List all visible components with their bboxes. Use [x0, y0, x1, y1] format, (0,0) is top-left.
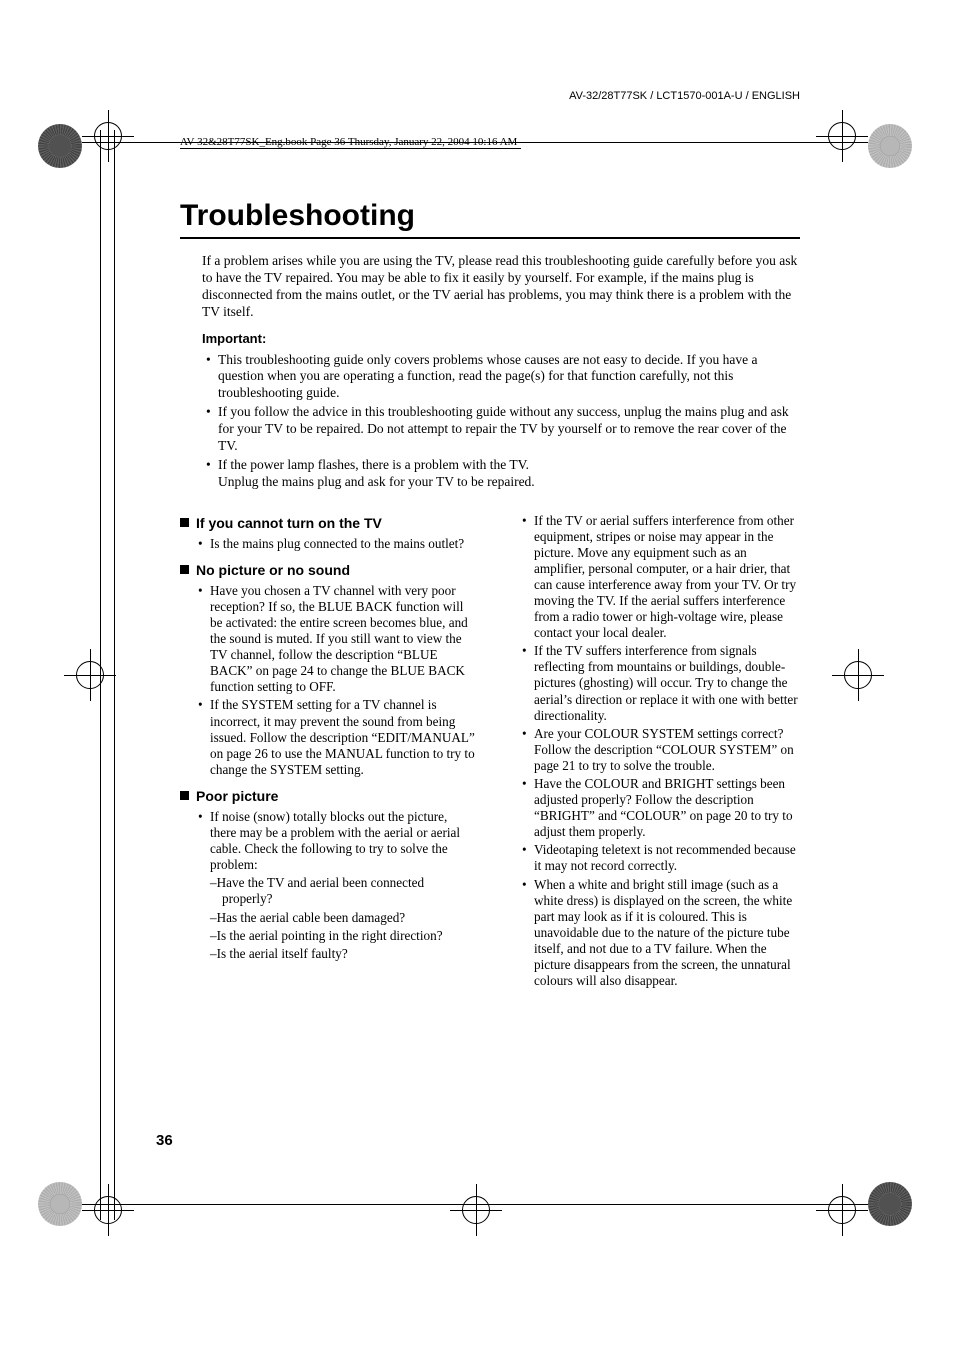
- crop-cross-br: [822, 1190, 862, 1230]
- poor-picture-left-list: If noise (snow) totally blocks out the p…: [194, 809, 476, 962]
- page-title: Troubleshooting: [180, 199, 800, 239]
- section-heading-cannot-turn-on: If you cannot turn on the TV: [180, 515, 476, 532]
- sub-item: –Have the TV and aerial been connected p…: [210, 875, 476, 907]
- cannot-turn-on-list: Is the mains plug connected to the mains…: [194, 536, 476, 552]
- list-item: Have the COLOUR and BRIGHT settings been…: [518, 776, 800, 840]
- right-column: If the TV or aerial suffers interference…: [504, 505, 800, 992]
- list-item: If the TV suffers interference from sign…: [518, 643, 800, 723]
- important-label: Important:: [202, 331, 800, 346]
- section-heading-no-picture: No picture or no sound: [180, 562, 476, 579]
- page-content: AV-32/28T77SK / LCT1570-001A-U / ENGLISH…: [180, 90, 800, 991]
- important-item: If the power lamp flashes, there is a pr…: [202, 457, 800, 491]
- reg-mark-tl: [38, 124, 82, 168]
- intro-paragraph: If a problem arises while you are using …: [202, 253, 800, 321]
- list-item: Videotaping teletext is not recommended …: [518, 842, 800, 874]
- list-item-text: If noise (snow) totally blocks out the p…: [210, 809, 460, 872]
- crop-line-l2: [114, 130, 115, 1220]
- header-model: AV-32/28T77SK / LCT1570-001A-U / ENGLISH: [180, 90, 800, 102]
- crop-cross-tl: [88, 116, 128, 156]
- list-item: Have you chosen a TV channel with very p…: [194, 583, 476, 696]
- section-heading-poor-picture: Poor picture: [180, 788, 476, 805]
- important-item: If you follow the advice in this trouble…: [202, 404, 800, 455]
- important-item: This troubleshooting guide only covers p…: [202, 352, 800, 403]
- crop-cross-mr: [838, 655, 878, 695]
- crop-cross-ml: [70, 655, 110, 695]
- sub-item: –Is the aerial pointing in the right dir…: [210, 928, 476, 944]
- crop-line-l1: [100, 130, 101, 1220]
- sub-item: –Is the aerial itself faulty?: [210, 946, 476, 962]
- list-item: When a white and bright still image (suc…: [518, 877, 800, 990]
- list-item: If the SYSTEM setting for a TV channel i…: [194, 697, 476, 777]
- crop-cross-bm: [456, 1190, 496, 1230]
- sub-item: –Has the aerial cable been damaged?: [210, 910, 476, 926]
- two-column-body: If you cannot turn on the TV Is the main…: [180, 505, 800, 992]
- list-item: If noise (snow) totally blocks out the p…: [194, 809, 476, 962]
- left-column: If you cannot turn on the TV Is the main…: [180, 505, 476, 992]
- reg-mark-br: [868, 1182, 912, 1226]
- page-number: 36: [156, 1132, 173, 1149]
- crop-line-b: [82, 1204, 868, 1205]
- no-picture-list: Have you chosen a TV channel with very p…: [194, 583, 476, 778]
- list-item: Are your COLOUR SYSTEM settings correct?…: [518, 726, 800, 774]
- important-list: This troubleshooting guide only covers p…: [202, 352, 800, 491]
- poor-picture-right-list: If the TV or aerial suffers interference…: [518, 513, 800, 990]
- crop-cross-bl: [88, 1190, 128, 1230]
- list-item: If the TV or aerial suffers interference…: [518, 513, 800, 642]
- reg-mark-bl: [38, 1182, 82, 1226]
- reg-mark-tr: [868, 124, 912, 168]
- crop-cross-tr: [822, 116, 862, 156]
- list-item: Is the mains plug connected to the mains…: [194, 536, 476, 552]
- header-book-line: AV-32&28T77SK_Eng.book Page 36 Thursday,…: [180, 136, 521, 149]
